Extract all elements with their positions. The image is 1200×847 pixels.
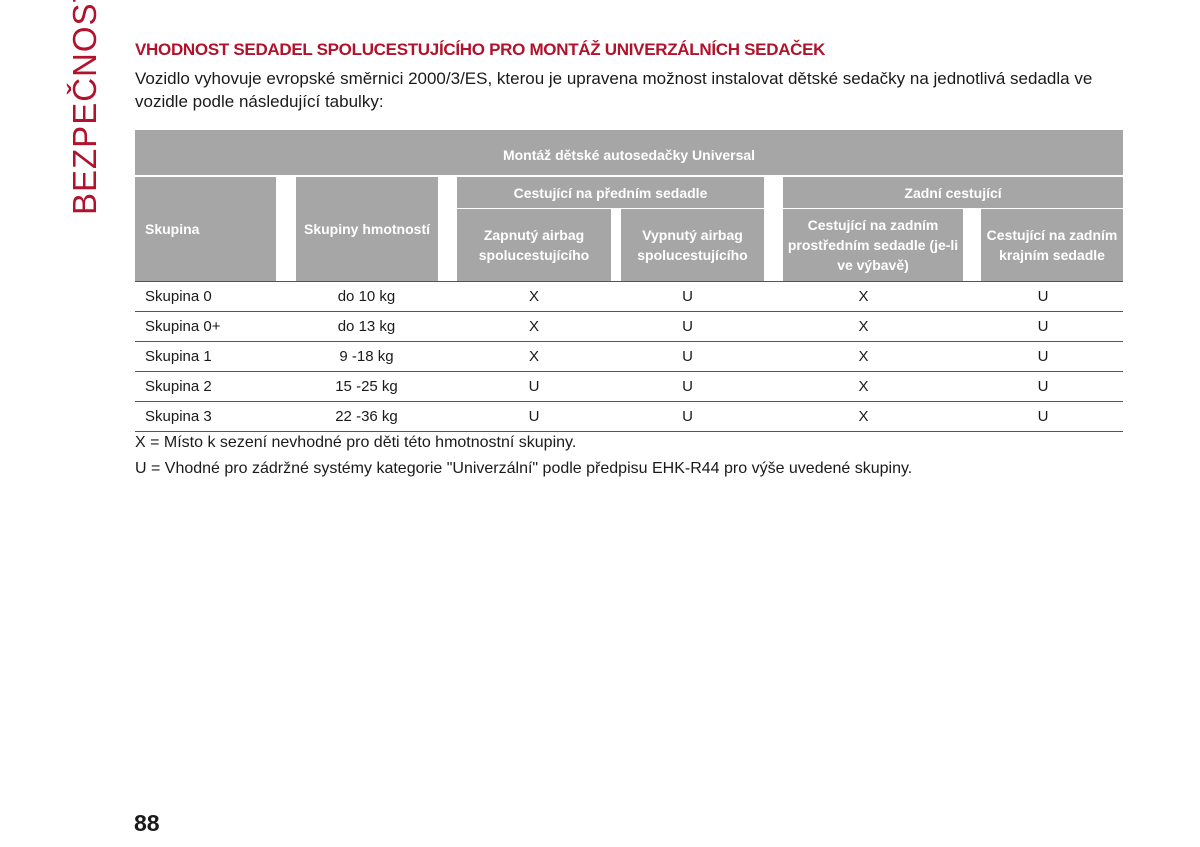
cell-rear-middle: X (764, 281, 963, 312)
cell-group: Skupina 1 (135, 341, 276, 372)
child-seat-table: Montáž dětské autosedačky Universal Skup… (135, 130, 1124, 432)
header-group: Skupina (135, 176, 276, 282)
header-rear-group: Zadní cestující (783, 176, 1124, 209)
cell-weight: 22 -36 kg (276, 401, 457, 432)
cell-group: Skupina 0 (135, 281, 276, 312)
cell-airbag-on: X (457, 341, 611, 372)
cell-airbag-off: U (611, 341, 764, 372)
table-row: Skupina 3 22 -36 kg U U X U (135, 401, 1124, 432)
table-row: Skupina 0 do 10 kg X U X U (135, 281, 1124, 312)
header-airbag-on: Zapnutý airbag spolucestujícího (457, 208, 611, 282)
cell-airbag-on: U (457, 371, 611, 402)
cell-rear-middle: X (764, 371, 963, 402)
header-gap (611, 208, 621, 282)
header-weight: Skupiny hmotností (296, 176, 438, 282)
cell-rear-side: U (963, 371, 1124, 402)
table-legend: X = Místo k sezení nevhodné pro děti tét… (135, 430, 1120, 482)
section-side-title: BEZPEČNOST (66, 0, 103, 215)
cell-rear-side: U (963, 341, 1124, 372)
table-row: Skupina 0+ do 13 kg X U X U (135, 311, 1124, 342)
cell-airbag-off: U (611, 371, 764, 402)
table-row: Skupina 2 15 -25 kg U U X U (135, 371, 1124, 402)
cell-rear-middle: X (764, 311, 963, 342)
cell-weight: do 10 kg (276, 281, 457, 312)
cell-group: Skupina 0+ (135, 311, 276, 342)
cell-rear-side: U (963, 311, 1124, 342)
header-rear-middle: Cestující na zadním prostředním sedadle … (783, 208, 963, 282)
cell-weight: 9 -18 kg (276, 341, 457, 372)
header-rear-side: Cestující na zadním krajním sedadle (981, 208, 1124, 282)
page-number: 88 (134, 810, 160, 836)
table-title: Montáž dětské autosedačky Universal (135, 130, 1124, 177)
cell-rear-middle: X (764, 401, 963, 432)
header-gap (276, 176, 296, 282)
legend-x: X = Místo k sezení nevhodné pro děti tét… (135, 434, 577, 451)
cell-airbag-off: U (611, 401, 764, 432)
header-gap (764, 176, 783, 282)
cell-airbag-off: U (611, 281, 764, 312)
cell-airbag-on: X (457, 281, 611, 312)
cell-rear-side: U (963, 281, 1124, 312)
header-gap (963, 208, 981, 282)
cell-airbag-on: U (457, 401, 611, 432)
intro-paragraph: Vozidlo vyhovuje evropské směrnici 2000/… (135, 69, 1093, 111)
header-front-group: Cestující na předním sedadle (457, 176, 764, 209)
legend-u: U = Vhodné pro zádržné systémy kategorie… (135, 460, 913, 477)
cell-weight: do 13 kg (276, 311, 457, 342)
cell-airbag-on: X (457, 311, 611, 342)
section-heading: VHODNOST SEDADEL SPOLUCESTUJÍCÍHO PRO MO… (135, 40, 826, 59)
cell-rear-side: U (963, 401, 1124, 432)
cell-weight: 15 -25 kg (276, 371, 457, 402)
cell-airbag-off: U (611, 311, 764, 342)
cell-group: Skupina 2 (135, 371, 276, 402)
header-airbag-off: Vypnutý airbag spolucestujícího (621, 208, 764, 282)
cell-group: Skupina 3 (135, 401, 276, 432)
cell-rear-middle: X (764, 341, 963, 372)
header-gap (438, 176, 457, 282)
table-row: Skupina 1 9 -18 kg X U X U (135, 341, 1124, 372)
